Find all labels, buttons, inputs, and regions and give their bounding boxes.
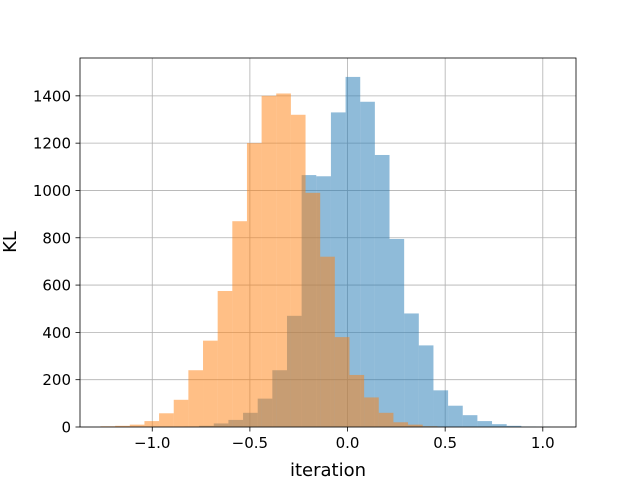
series-1-bar-17 [349,374,365,427]
series-0-bar-16 [418,345,434,427]
y-tick-label-4: 800 [42,229,71,247]
series-1-bar-10 [246,143,262,427]
series-1-bar-13 [290,114,306,428]
histogram-bars [100,76,551,428]
axes [79,57,577,428]
y-tick-label-7: 1400 [33,87,71,105]
series-1-bar-19 [378,412,394,427]
series-1-bar-2 [129,424,145,427]
series-0-bar-17 [433,390,449,427]
y-tick-label-1: 200 [42,371,71,389]
ticks: −1.0 −0.5 0.0 0.5 1.0 0 200 400 600 800 1000 1200 14… [33,87,555,452]
series-0-bar-19 [462,415,478,427]
series-1-bar-18 [364,397,379,427]
series-0-bar-13 [374,154,390,427]
series-1-bar-12 [276,93,291,427]
x-tick-label-1: −0.5 [232,434,268,452]
y-tick-label-3: 600 [42,277,71,295]
series-1-bar-20 [393,422,409,427]
x-axis-label: iteration [290,460,366,480]
series-0-bar-12 [360,101,375,427]
y-tick-label-0: 0 [61,419,71,437]
plot-frame [79,57,577,428]
series-0-bar-14 [389,238,405,427]
series-1-bar-1 [115,425,130,427]
series-1-bar-15 [320,256,335,427]
series-0-bar-20 [477,421,493,427]
y-tick-label-5: 1000 [33,182,71,200]
series-1-bar-9 [232,221,247,427]
x-tick-label-0: −1.0 [134,434,170,452]
series-1-bar-6 [188,370,204,427]
y-tick-label-2: 400 [42,324,71,342]
series-0-bar-21 [492,424,507,427]
y-tick-label-6: 1200 [33,135,71,153]
series-0-bar-22 [506,425,522,427]
series-1-bar-5 [173,399,189,427]
series-0-bar-18 [448,405,463,427]
series-1-bar-16 [334,337,350,427]
series-1-bar-7 [203,340,218,427]
x-tick-label-4: 1.0 [531,434,555,452]
series-0-bar-15 [404,313,419,427]
series-1-bar-14 [305,192,321,427]
y-axis-label: KL [0,231,21,253]
x-tick-label-3: 0.5 [433,434,457,452]
series-1-bar-11 [261,95,277,427]
series-1-bar-8 [217,290,233,427]
series-1-bar-4 [159,413,174,427]
series-1-bar-21 [408,424,423,427]
series-1-bar-3 [144,421,160,427]
x-tick-label-2: 0.0 [336,434,360,452]
